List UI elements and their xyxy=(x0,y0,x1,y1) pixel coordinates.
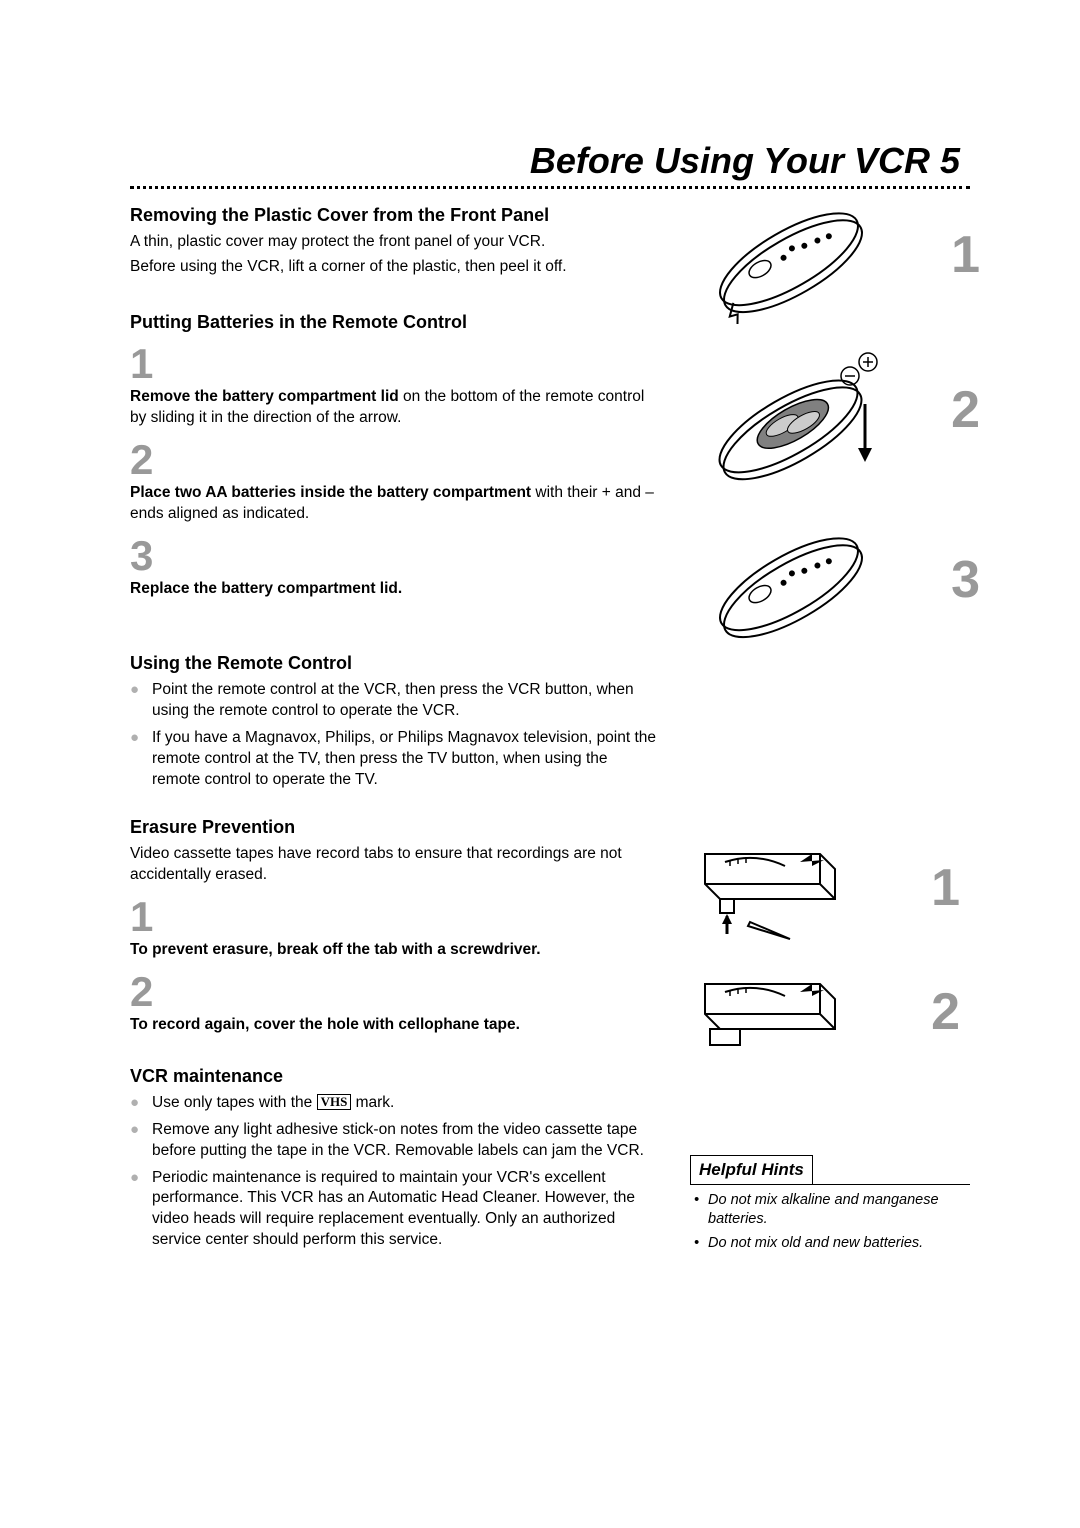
cassette-illustration-2: 2 xyxy=(690,974,970,1074)
remote-icon-3 xyxy=(690,524,890,649)
remote-icon-1 xyxy=(690,199,890,324)
step-num-1: 1 xyxy=(130,343,660,385)
step-num-3: 3 xyxy=(130,535,660,577)
remote-bullet-2: If you have a Magnavox, Philips, or Phil… xyxy=(130,728,660,791)
heading-maint: VCR maintenance xyxy=(130,1066,660,1087)
step-3-text: Replace the battery compartment lid. xyxy=(130,579,660,600)
erasure-step-1: To prevent erasure, break off the tab wi… xyxy=(130,940,660,961)
erasure-1-bold: To prevent erasure, break off the tab wi… xyxy=(130,941,541,958)
hint-2: Do not mix old and new batteries. xyxy=(694,1234,966,1254)
step-1-text: Remove the battery compartment lid on th… xyxy=(130,387,660,429)
maint-bullets: Use only tapes with the VHS mark. Remove… xyxy=(130,1093,660,1251)
cassette-illustration-1: 1 xyxy=(690,844,970,954)
step-3-bold: Replace the battery compartment lid. xyxy=(130,580,402,597)
step-num-2: 2 xyxy=(130,439,660,481)
heading-remote: Using the Remote Control xyxy=(130,653,660,674)
hints-title-wrap: Helpful Hints xyxy=(690,1155,813,1185)
maint-1-post: mark. xyxy=(351,1094,394,1111)
step-2-text: Place two AA batteries inside the batter… xyxy=(130,483,660,525)
erasure-2-bold: To record again, cover the hole with cel… xyxy=(130,1016,520,1033)
cassette-icon-2 xyxy=(690,974,860,1064)
vhs-mark-icon: VHS xyxy=(317,1094,352,1110)
heading-batteries: Putting Batteries in the Remote Control xyxy=(130,312,660,333)
erasure-num-2: 2 xyxy=(130,971,660,1013)
illus-num-r3: 3 xyxy=(951,554,980,606)
cover-p1: A thin, plastic cover may protect the fr… xyxy=(130,232,660,253)
page-title: Before Using Your VCR 5 xyxy=(130,140,970,182)
hints-box: Helpful Hints Do not mix alkaline and ma… xyxy=(690,1155,970,1258)
maint-bullet-1: Use only tapes with the VHS mark. xyxy=(130,1093,660,1114)
remote-bullets: Point the remote control at the VCR, the… xyxy=(130,680,660,791)
hints-title: Helpful Hints xyxy=(699,1160,804,1179)
cassette-icon-1 xyxy=(690,844,860,944)
erasure-intro: Video cassette tapes have record tabs to… xyxy=(130,844,660,886)
dotted-rule xyxy=(130,186,970,189)
erasure-num-1: 1 xyxy=(130,896,660,938)
remote-bullet-1: Point the remote control at the VCR, the… xyxy=(130,680,660,722)
maint-1-pre: Use only tapes with the xyxy=(152,1094,317,1111)
maint-bullet-3: Periodic maintenance is required to main… xyxy=(130,1168,660,1252)
step-2-bold: Place two AA batteries inside the batter… xyxy=(130,484,531,501)
remote-illustration-2: 2 xyxy=(690,344,970,504)
remote-icon-2 xyxy=(690,344,900,504)
heading-erasure: Erasure Prevention xyxy=(130,817,660,838)
hints-list: Do not mix alkaline and manganese batter… xyxy=(690,1185,970,1254)
maint-bullet-2: Remove any light adhesive stick-on notes… xyxy=(130,1120,660,1162)
remote-illustration-1: 1 xyxy=(690,199,970,324)
illus-num-c2: 2 xyxy=(931,986,960,1038)
remote-illustration-3: 3 xyxy=(690,524,970,664)
heading-cover: Removing the Plastic Cover from the Fron… xyxy=(130,205,660,226)
hint-1: Do not mix alkaline and manganese batter… xyxy=(694,1191,966,1230)
illus-num-r2: 2 xyxy=(951,384,980,436)
step-1-bold: Remove the battery compartment lid xyxy=(130,388,399,405)
left-column: Removing the Plastic Cover from the Fron… xyxy=(130,199,660,1257)
illus-num-c1: 1 xyxy=(931,862,960,914)
cover-p2: Before using the VCR, lift a corner of t… xyxy=(130,257,660,278)
illus-num-r1: 1 xyxy=(951,229,980,281)
right-column: 1 xyxy=(690,199,970,1257)
erasure-step-2: To record again, cover the hole with cel… xyxy=(130,1015,660,1036)
